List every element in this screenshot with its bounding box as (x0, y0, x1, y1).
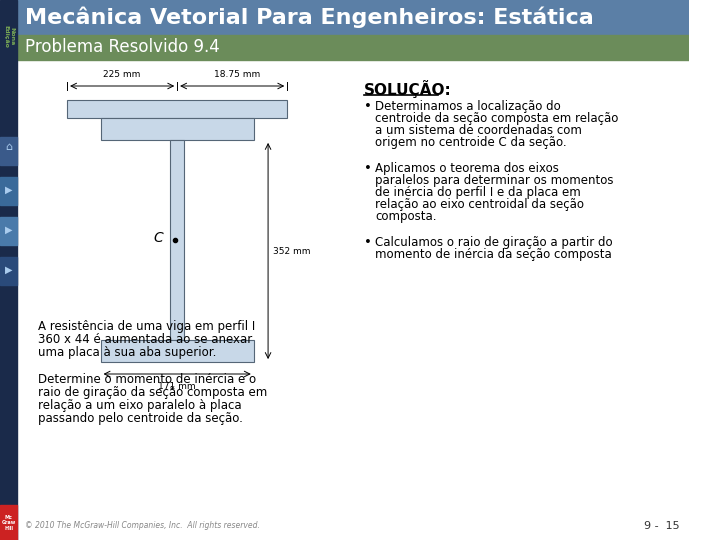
Text: A resistência de uma viga em perfil I: A resistência de uma viga em perfil I (38, 320, 256, 333)
Text: ▶: ▶ (5, 185, 12, 195)
Bar (67, 100, 287, 118)
Bar (17, 510, 689, 540)
Text: ⌂: ⌂ (5, 142, 12, 152)
Text: Calculamos o raio de giração a partir do: Calculamos o raio de giração a partir do (375, 236, 613, 249)
Text: Mc
Graw
Hill: Mc Graw Hill (1, 515, 16, 531)
Text: Aplicamos o teorema dos eixos: Aplicamos o teorema dos eixos (375, 162, 559, 175)
Bar (101, 118, 253, 140)
Text: C: C (153, 231, 163, 245)
Bar (101, 340, 253, 362)
Text: paralelos para determinar os momentos: paralelos para determinar os momentos (375, 174, 613, 187)
Text: •: • (364, 100, 372, 113)
Text: SOLUÇÃO:: SOLUÇÃO: (364, 80, 451, 98)
Text: a um sistema de coordenadas com: a um sistema de coordenadas com (375, 124, 582, 137)
Text: de inércia do perfil I e da placa em: de inércia do perfil I e da placa em (375, 186, 581, 199)
Text: Determinamos a localização do: Determinamos a localização do (375, 100, 561, 113)
Text: passando pelo centroide da seção.: passando pelo centroide da seção. (38, 412, 243, 425)
Text: momento de inércia da seção composta: momento de inércia da seção composta (375, 248, 612, 261)
Text: Problema Resolvido 9.4: Problema Resolvido 9.4 (25, 38, 220, 57)
Bar (0, 0, 17, 540)
Bar (0, 257, 17, 285)
Text: Determine o momento de inércia e o: Determine o momento de inércia e o (38, 373, 256, 386)
Text: ▶: ▶ (5, 225, 12, 235)
Bar (0, 217, 17, 245)
Text: 352 mm: 352 mm (273, 246, 310, 255)
Text: © 2010 The McGraw-Hill Companies, Inc.  All rights reserved.: © 2010 The McGraw-Hill Companies, Inc. A… (25, 522, 260, 530)
Bar (17, 60, 689, 510)
Bar (17, 35, 689, 60)
Text: •: • (364, 162, 372, 175)
Bar (171, 140, 184, 340)
Text: raio de giração da seção composta em: raio de giração da seção composta em (38, 386, 268, 399)
Text: relação ao eixo centroidal da seção: relação ao eixo centroidal da seção (375, 198, 584, 211)
Bar (0, 137, 17, 165)
Text: 18.75 mm: 18.75 mm (214, 70, 260, 79)
Text: Mecânica Vetorial Para Engenheiros: Estática: Mecânica Vetorial Para Engenheiros: Está… (25, 6, 594, 28)
Bar (0, 505, 17, 540)
Text: centroide da seção composta em relação: centroide da seção composta em relação (375, 112, 618, 125)
Bar (17, 0, 689, 35)
Text: Nona
Edição: Nona Edição (4, 25, 14, 48)
Text: composta.: composta. (375, 210, 437, 223)
Text: •: • (364, 236, 372, 249)
Text: 225 mm: 225 mm (104, 70, 141, 79)
Text: 171 mm: 171 mm (158, 382, 196, 391)
Text: relação a um eixo paralelo à placa: relação a um eixo paralelo à placa (38, 399, 242, 412)
Text: ▶: ▶ (5, 265, 12, 275)
Text: 9 -  15: 9 - 15 (644, 521, 680, 531)
Bar (0, 177, 17, 205)
Text: uma placa à sua aba superior.: uma placa à sua aba superior. (38, 346, 217, 359)
Text: 360 x 44 é aumentada ao se anexar: 360 x 44 é aumentada ao se anexar (38, 333, 253, 346)
Text: origem no centroide C da seção.: origem no centroide C da seção. (375, 136, 567, 149)
